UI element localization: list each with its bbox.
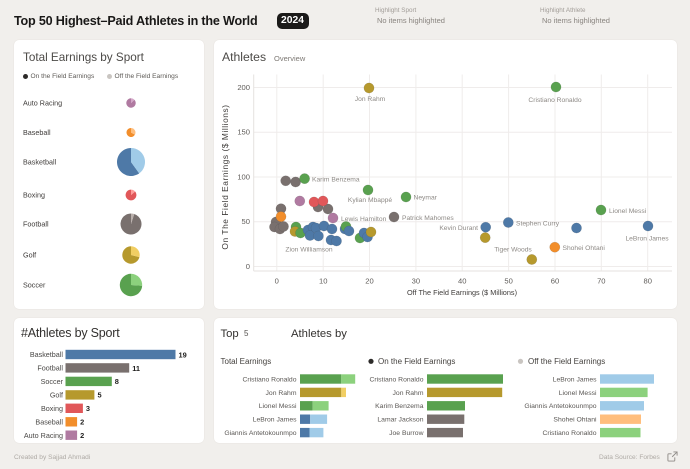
svg-text:Soccer: Soccer <box>41 377 64 386</box>
svg-text:40: 40 <box>458 276 466 285</box>
svg-text:Football: Football <box>37 364 63 373</box>
svg-text:Karim Benzema: Karim Benzema <box>312 177 360 184</box>
svg-text:On The Field Earnings ($ Milli: On The Field Earnings ($ Millions) <box>220 104 230 249</box>
svg-text:Giannis Antetokounmpo: Giannis Antetokounmpo <box>224 430 296 437</box>
svg-text:Jon Rahm: Jon Rahm <box>266 390 297 397</box>
svg-text:Boxing: Boxing <box>23 191 45 200</box>
svg-text:Baseball: Baseball <box>35 417 63 426</box>
svg-text:Patrick Mahomes: Patrick Mahomes <box>402 215 454 222</box>
svg-text:200: 200 <box>237 83 250 92</box>
svg-text:Lewis Hamilton: Lewis Hamilton <box>341 216 387 223</box>
svg-text:Stephen Curry: Stephen Curry <box>516 221 560 228</box>
svg-text:Lionel Messi: Lionel Messi <box>259 403 297 410</box>
svg-text:Giannis Antetokounmpo: Giannis Antetokounmpo <box>524 403 596 410</box>
svg-text:Shohei Ohtani: Shohei Ohtani <box>553 417 597 424</box>
svg-text:LeBron James: LeBron James <box>625 236 669 243</box>
svg-text:Cristiano Ronaldo: Cristiano Ronaldo <box>369 376 423 383</box>
svg-text:70: 70 <box>597 276 605 285</box>
svg-text:LeBron James: LeBron James <box>253 417 297 424</box>
svg-text:100: 100 <box>237 172 250 181</box>
svg-text:Basketball: Basketball <box>30 350 64 359</box>
svg-text:150: 150 <box>237 128 250 137</box>
svg-text:2: 2 <box>80 418 84 427</box>
svg-text:Tiger Woods: Tiger Woods <box>494 247 532 254</box>
svg-text:80: 80 <box>643 276 651 285</box>
svg-text:LeBron James: LeBron James <box>553 376 597 383</box>
svg-text:10: 10 <box>319 276 327 285</box>
svg-text:Lionel Messi: Lionel Messi <box>559 390 597 397</box>
svg-text:Cristiano Ronaldo: Cristiano Ronaldo <box>528 97 581 104</box>
svg-text:Jon Rahm: Jon Rahm <box>393 390 424 397</box>
svg-text:Soccer: Soccer <box>23 281 46 290</box>
svg-text:Auto Racing: Auto Racing <box>24 431 63 440</box>
svg-text:Lionel Messi: Lionel Messi <box>609 208 647 215</box>
svg-text:Auto Racing: Auto Racing <box>23 99 62 108</box>
svg-text:30: 30 <box>412 276 420 285</box>
svg-text:Baseball: Baseball <box>23 128 51 137</box>
svg-text:Zion Williamson: Zion Williamson <box>285 247 332 254</box>
svg-text:On the Field Earnings: On the Field Earnings <box>378 357 455 366</box>
svg-text:Cristiano Ronaldo: Cristiano Ronaldo <box>242 376 296 383</box>
svg-text:19: 19 <box>179 350 187 359</box>
svg-text:0: 0 <box>246 262 250 271</box>
svg-text:Football: Football <box>23 220 49 229</box>
svg-text:50: 50 <box>504 276 512 285</box>
svg-text:Karim Benzema: Karim Benzema <box>375 403 424 410</box>
svg-text:Golf: Golf <box>50 391 63 400</box>
svg-text:60: 60 <box>551 276 559 285</box>
svg-text:5: 5 <box>98 391 102 400</box>
svg-text:20: 20 <box>365 276 373 285</box>
svg-text:Total Earnings: Total Earnings <box>221 357 272 366</box>
svg-text:Joe Burrow: Joe Burrow <box>389 430 423 437</box>
svg-text:Off The Field Earnings ($ Mill: Off The Field Earnings ($ Millions) <box>407 288 517 297</box>
svg-text:Neymar: Neymar <box>414 195 438 202</box>
svg-text:11: 11 <box>132 364 140 373</box>
svg-text:Kylian Mbappé: Kylian Mbappé <box>348 197 393 204</box>
svg-text:Golf: Golf <box>23 251 36 260</box>
svg-text:Boxing: Boxing <box>41 404 63 413</box>
svg-text:0: 0 <box>275 276 279 285</box>
svg-text:Jon Rahm: Jon Rahm <box>355 96 386 103</box>
svg-text:Cristiano Ronaldo: Cristiano Ronaldo <box>542 430 596 437</box>
svg-text:2: 2 <box>80 431 84 440</box>
svg-text:50: 50 <box>242 217 250 226</box>
svg-text:8: 8 <box>115 377 119 386</box>
svg-text:3: 3 <box>86 404 90 413</box>
svg-text:Off the Field Earnings: Off the Field Earnings <box>528 357 605 366</box>
svg-text:Shohei Ohtani: Shohei Ohtani <box>563 245 606 252</box>
svg-text:Lamar Jackson: Lamar Jackson <box>377 417 423 424</box>
svg-text:Basketball: Basketball <box>23 158 57 167</box>
svg-text:Kevin Durant: Kevin Durant <box>439 225 478 232</box>
